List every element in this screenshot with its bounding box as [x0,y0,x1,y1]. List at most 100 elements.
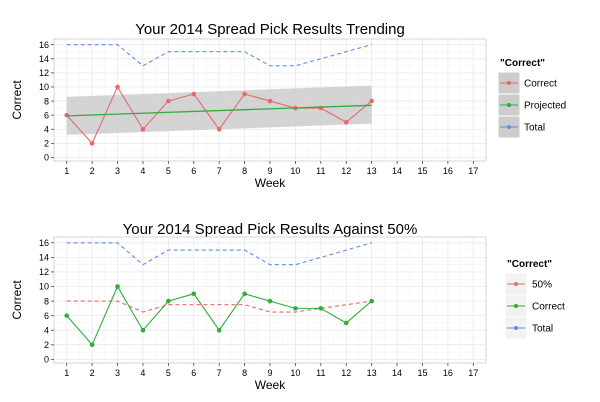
data-point-correct [293,306,298,311]
data-point-correct [343,119,349,125]
y-tick-label: 14 [39,253,49,263]
legend: "Correct" 50% Correct Total [504,259,565,340]
legend-key-point [514,282,518,286]
x-tick-label: 16 [443,166,453,176]
legend-key-point [507,103,511,107]
x-tick-label: 17 [468,368,478,378]
data-point-correct [140,126,146,132]
data-point-correct [267,98,273,104]
legend-item-50pct: 50% [504,272,552,296]
y-axis-label: Correct [10,80,24,120]
x-axis-label: Week [255,378,286,392]
x-tick-label: 7 [217,368,222,378]
legend-item-total: Total [497,115,545,139]
y-tick-label: 10 [39,282,49,292]
x-tick-label: 10 [290,368,300,378]
x-tick-label: 16 [443,368,453,378]
x-tick-label: 11 [316,368,325,378]
y-tick-label: 8 [44,96,49,106]
y-tick-label: 6 [44,110,49,120]
y-tick-label: 4 [44,325,49,335]
x-tick-label: 9 [267,368,272,378]
data-point-correct [369,298,374,304]
y-tick-label: 16 [39,40,49,50]
legend-title: "Correct" [507,259,552,270]
x-tick-label: 15 [417,368,427,378]
y-axis-ticks: 0 2 4 6 8 10 12 14 16 [39,40,54,163]
x-axis-ticks: 1 2 3 4 5 6 7 8 9 10 11 12 13 14 15 16 17 [64,363,478,378]
y-tick-label: 8 [44,296,49,306]
y-axis-label: Correct [10,280,24,320]
x-tick-label: 3 [115,368,120,378]
series-layer [64,242,374,348]
x-tick-label: 1 [64,368,69,378]
legend-label: Projected [524,101,566,112]
legend-label: 50% [532,280,552,291]
x-tick-label: 15 [417,166,427,176]
x-axis-label: Week [255,176,286,190]
legend-key-point [514,304,518,308]
data-point-correct [191,91,197,97]
data-point-correct [166,98,171,104]
x-tick-label: 5 [166,368,171,378]
x-tick-label: 14 [392,368,402,378]
data-point-correct [89,141,95,146]
x-tick-label: 2 [90,166,95,176]
data-point-correct [115,84,120,90]
data-point-correct [64,313,70,318]
data-point-correct [166,298,171,304]
x-tick-label: 6 [191,368,196,378]
x-tick-label: 3 [115,166,120,176]
legend: "Correct" Correct Projected Total [497,58,566,139]
y-tick-label: 14 [39,54,49,64]
y-axis-ticks: 0 2 4 6 8 10 12 14 16 [39,238,54,365]
legend-key-point [507,125,511,129]
x-tick-label: 1 [64,166,69,176]
chart-trending: Your 2014 Spread Pick Results Trending 0… [10,21,566,190]
series-line-50 [66,300,372,313]
x-tick-label: 17 [468,166,478,176]
legend-label: Total [524,123,545,134]
x-tick-label: 10 [290,166,300,176]
x-axis-ticks: 1 2 3 4 5 6 7 8 9 10 11 12 13 14 15 16 17 [64,161,478,176]
legend-item-correct: Correct [504,294,565,318]
x-tick-label: 7 [217,166,222,176]
x-tick-label: 12 [341,368,351,378]
data-point-correct [242,91,247,97]
y-tick-label: 12 [39,68,49,78]
y-tick-label: 0 [44,355,49,365]
y-tick-label: 4 [44,124,49,134]
y-tick-label: 0 [44,153,49,163]
x-tick-label: 14 [392,166,402,176]
chart-title: Your 2014 Spread Pick Results Trending [135,21,405,38]
data-point-correct [216,126,222,132]
data-point-correct [216,327,222,333]
data-point-correct [369,98,374,104]
chart-against-50: Your 2014 Spread Pick Results Against 50… [10,221,565,392]
legend-label: Total [532,324,553,335]
legend-item-projected: Projected [497,93,566,117]
chart-title: Your 2014 Spread Pick Results Against 50… [123,221,418,238]
x-tick-label: 5 [166,166,171,176]
y-tick-label: 6 [44,311,49,321]
legend-item-total: Total [504,316,553,340]
legend-title: "Correct" [500,58,545,69]
y-tick-label: 12 [39,267,49,277]
legend-key-point [507,81,511,85]
series-line-projected [66,104,372,117]
series-layer [64,44,374,146]
data-point-correct [191,291,197,297]
legend-key-point [514,326,518,330]
legend-label: Correct [532,302,565,313]
x-tick-label: 6 [191,166,196,176]
x-tick-label: 8 [242,166,247,176]
data-point-correct [267,298,273,304]
x-tick-label: 13 [367,166,377,176]
legend-item-correct: Correct [497,71,557,95]
x-tick-label: 8 [242,368,247,378]
y-tick-label: 2 [44,139,49,149]
gridlines [54,237,486,363]
series-line-total [66,44,372,67]
x-tick-label: 12 [341,166,351,176]
